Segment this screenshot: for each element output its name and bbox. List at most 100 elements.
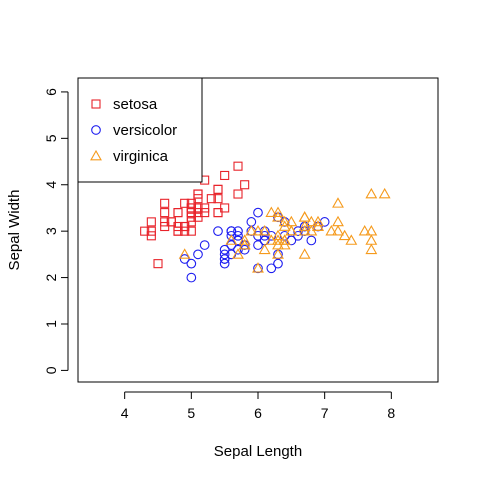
y-tick-label: 4 [43,181,59,189]
data-point-setosa [180,221,190,232]
data-point-versicolor [219,258,230,269]
data-point-virginica [252,262,264,273]
data-point-versicolor [226,230,237,241]
data-point-setosa [186,208,196,218]
data-point-versicolor [213,226,223,237]
data-point-setosa [146,231,156,241]
data-point-setosa [186,217,196,227]
data-point-virginica [278,234,291,245]
data-point-virginica [345,234,358,245]
data-point-virginica [358,225,371,236]
data-point-versicolor [306,235,317,246]
data-point-setosa [173,226,183,236]
data-point-virginica [332,197,344,208]
legend-label-setosa: setosa [113,96,158,113]
data-point-setosa [186,198,196,208]
data-point-versicolor [186,258,197,269]
axes: 4 5 6 7 8 0 1 2 3 4 5 6 [43,88,395,421]
x-axis-label: Sepal Length [214,443,302,460]
y-tick-label: 1 [43,320,59,328]
data-point-virginica [365,234,378,245]
data-point-virginica [298,211,311,222]
data-point-virginica [298,248,311,259]
legend-marker-setosa [91,99,101,109]
y-tick-label: 2 [43,273,59,281]
data-point-setosa [166,217,176,227]
data-point-setosa [186,203,196,213]
x-tick-label: 4 [121,405,129,421]
data-point-setosa [186,212,196,222]
data-point-versicolor [233,230,243,241]
data-point-virginica [265,206,278,217]
y-tick-label: 3 [43,227,59,235]
data-point-virginica [365,243,378,255]
data-point-virginica [298,225,311,236]
data-point-virginica [265,234,278,245]
data-point-setosa [193,189,203,199]
data-point-versicolor [199,240,210,250]
data-point-setosa [233,161,243,171]
data-point-virginica [178,248,191,259]
x-tick-label: 5 [187,405,195,421]
data-point-setosa [160,208,170,218]
data-point-versicolor [179,254,190,264]
plot-frame [77,77,439,383]
data-point-virginica [378,187,391,199]
data-point-setosa [160,221,170,232]
data-point-virginica [232,248,244,259]
data-point-virginica [238,234,251,245]
data-point-versicolor [259,230,270,241]
data-point-virginica [278,220,291,231]
data-point-versicolor [233,226,243,237]
data-point-virginica [258,243,271,255]
y-axis-label: Sepal Width [6,190,23,271]
data-point-versicolor [233,244,243,255]
legend-marker-virginica [90,149,102,161]
data-point-virginica [225,234,238,245]
data-point-setosa [186,226,196,236]
legend-marker-versicolor [91,125,101,135]
data-point-versicolor [253,207,263,218]
data-point-setosa [193,194,203,204]
data-point-setosa [160,217,170,227]
data-point-setosa [140,226,150,236]
data-point-setosa [146,226,156,236]
data-point-setosa [153,259,163,269]
data-point-setosa [160,198,170,208]
data-point-setosa [173,221,183,232]
data-point-virginica [365,225,378,236]
data-point-versicolor [293,230,303,241]
data-point-virginica [325,225,338,236]
legend-label-versicolor: versicolor [113,122,177,139]
data-point-versicolor [273,258,283,269]
legend-label-virginica: virginica [113,148,169,165]
data-point-virginica [285,225,298,236]
data-point-setosa [213,208,223,218]
data-point-setosa [220,170,230,181]
legend: setosa versicolor virginica [77,77,203,183]
data-point-setosa [193,208,203,218]
x-tick-label: 7 [321,405,329,421]
data-point-setosa [180,226,190,236]
data-point-setosa [213,184,223,194]
data-point-versicolor [266,263,277,274]
data-point-setosa [200,203,210,213]
data-point-virginica [258,225,271,236]
data-point-versicolor [253,240,263,250]
data-point-versicolor [186,272,197,283]
data-point-virginica [278,215,291,227]
data-point-virginica [252,225,264,236]
data-point-versicolor [219,249,230,260]
data-point-setosa [220,203,230,213]
data-point-virginica [332,225,344,236]
data-point-setosa [206,194,216,204]
data-point-versicolor [193,249,203,260]
data-point-versicolor [239,244,250,255]
legend-box [77,77,203,183]
data-point-setosa [146,217,156,227]
data-point-virginica [272,206,284,217]
data-point-setosa [240,180,250,190]
y-tick-label: 5 [43,134,59,142]
data-point-versicolor [219,244,230,255]
